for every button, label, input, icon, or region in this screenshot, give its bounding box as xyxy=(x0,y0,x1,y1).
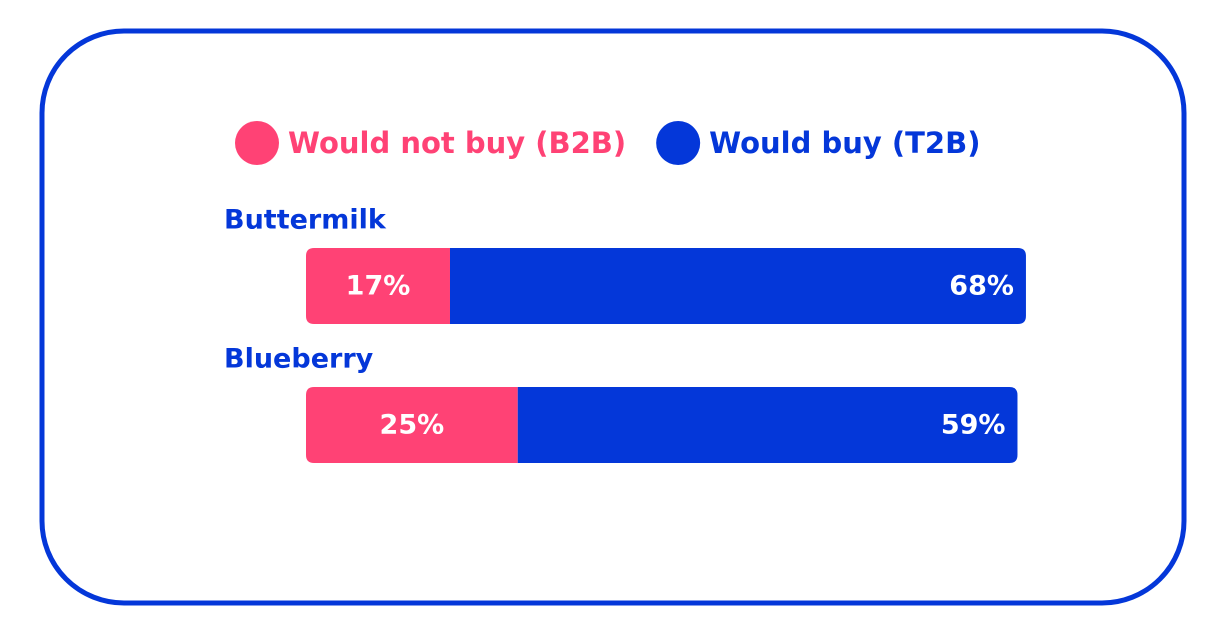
legend-marker xyxy=(235,121,279,165)
value-label: 59% xyxy=(941,410,1006,441)
bar-segment xyxy=(306,387,518,463)
bar-segment xyxy=(517,387,1018,463)
legend-label: Would buy (T2B) xyxy=(709,126,980,160)
category-label: Blueberry xyxy=(224,344,374,375)
bar-segment xyxy=(306,248,450,324)
legend-label: Would not buy (B2B) xyxy=(288,126,626,160)
category-label: Buttermilk xyxy=(224,205,387,236)
bar-segment xyxy=(449,248,1026,324)
value-label: 17% xyxy=(346,271,411,302)
value-label: 25% xyxy=(380,410,445,441)
legend-marker xyxy=(656,121,701,165)
value-label: 68% xyxy=(949,271,1014,302)
card-border xyxy=(39,28,1187,606)
